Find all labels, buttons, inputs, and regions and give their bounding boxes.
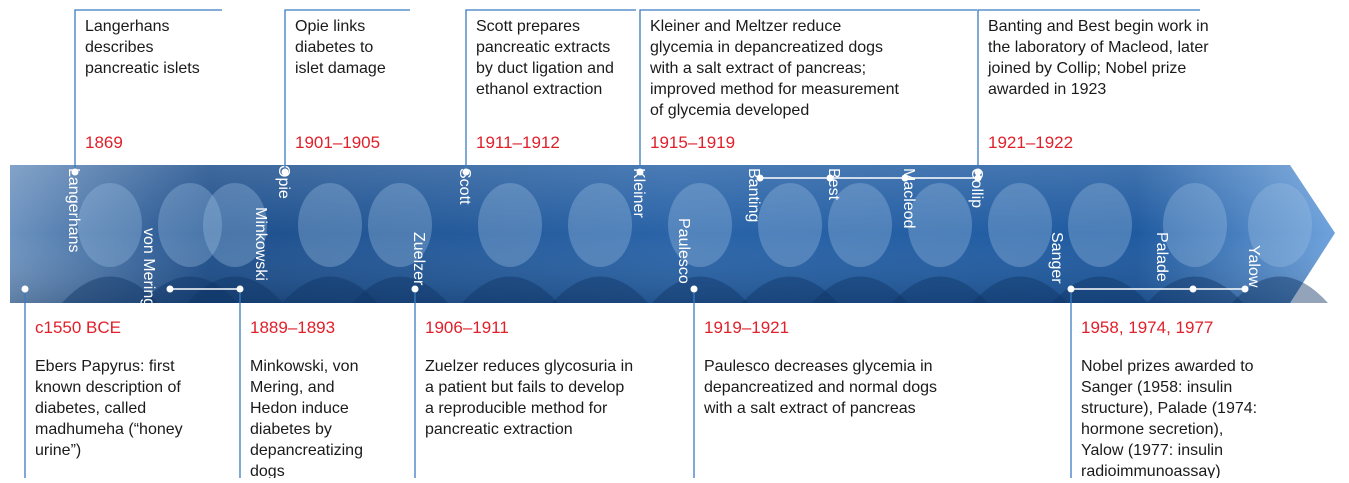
dot — [72, 169, 79, 176]
event-text: awarded in 1923 — [988, 81, 1106, 98]
dot — [691, 286, 698, 293]
event-text: diabetes to — [295, 39, 373, 56]
portrait — [1163, 183, 1227, 267]
event-text: pancreatic extracts — [476, 39, 610, 56]
event-text: a reproducible method for — [425, 400, 608, 417]
dot — [237, 286, 244, 293]
event-year: 1911–1912 — [476, 133, 560, 152]
event-year: 1869 — [85, 133, 123, 152]
event-text: of glycemia developed — [650, 102, 809, 119]
dot — [1190, 286, 1197, 293]
dot — [282, 169, 289, 176]
event-text: pancreatic extraction — [425, 421, 573, 438]
event-text: describes — [85, 39, 153, 56]
dot — [22, 286, 29, 293]
portrait — [758, 183, 822, 267]
dot — [1242, 286, 1249, 293]
name-label: Yalow — [1245, 245, 1262, 288]
event-text: Hedon induce — [250, 400, 349, 417]
event-text: structure), Palade (1974: — [1081, 400, 1257, 417]
event-text: Banting and Best begin work in — [988, 18, 1209, 35]
event-year: 1906–1911 — [425, 318, 509, 337]
name-label: Langerhans — [65, 168, 82, 253]
event-text: diabetes, called — [35, 400, 146, 417]
event-text: Opie links — [295, 18, 365, 35]
dot — [757, 175, 764, 182]
event-text: with a salt extract of pancreas; — [649, 60, 866, 77]
portrait — [568, 183, 632, 267]
event-text: joined by Collip; Nobel prize — [987, 60, 1186, 77]
dot — [827, 175, 834, 182]
dot — [463, 169, 470, 176]
event-text: ethanol extraction — [476, 81, 602, 98]
event-text: Ebers Papyrus: first — [35, 358, 175, 375]
dot — [637, 169, 644, 176]
event-text: Zuelzer reduces glycosuria in — [425, 358, 633, 375]
event-year: 1915–1919 — [650, 133, 735, 152]
dot — [167, 286, 174, 293]
event-text: depancreatized and normal dogs — [704, 379, 937, 396]
event-text: Sanger (1958: insulin — [1081, 379, 1232, 396]
event-year: 1921–1922 — [988, 133, 1073, 152]
event-year: 1901–1905 — [295, 133, 380, 152]
event-year: 1958, 1974, 1977 — [1081, 318, 1213, 337]
event-text: Minkowski, von — [250, 358, 358, 375]
event-text: glycemia in depancreatized dogs — [650, 39, 883, 56]
event-text: with a salt extract of pancreas — [703, 400, 916, 417]
name-label: Paulesco — [675, 218, 692, 284]
event-text: Kleiner and Meltzer reduce — [650, 18, 841, 35]
dot — [975, 175, 982, 182]
portrait — [1068, 183, 1132, 267]
dot — [902, 175, 909, 182]
event-year: 1889–1893 — [250, 318, 335, 337]
event-text: madhumeha (“honey — [35, 421, 183, 438]
event-text: Mering, and — [250, 379, 335, 396]
timeline: Langerhansvon MeringMinkowskiOpieZuelzer… — [0, 0, 1349, 478]
event-text: urine”) — [35, 442, 81, 459]
portrait — [78, 183, 142, 267]
dot — [412, 286, 419, 293]
event-text: by duct ligation and — [476, 60, 614, 77]
name-label: Sanger — [1048, 232, 1065, 284]
event-text: Scott prepares — [476, 18, 580, 35]
event-text: improved method for measurement — [650, 81, 900, 98]
event-text: dogs — [250, 463, 285, 478]
event-year: 1919–1921 — [704, 318, 789, 337]
name-label: Palade — [1153, 232, 1170, 282]
event-text: depancreatizing — [250, 442, 363, 459]
event-text: a patient but fails to develop — [425, 379, 624, 396]
event-text: Nobel prizes awarded to — [1081, 358, 1254, 375]
name-label: von Mering — [140, 228, 157, 307]
event-text: hormone secretion), — [1081, 421, 1223, 438]
portrait — [988, 183, 1052, 267]
event-text: the laboratory of Macleod, later — [988, 39, 1209, 56]
event-text: Paulesco decreases glycemia in — [704, 358, 933, 375]
portrait — [478, 183, 542, 267]
dot — [975, 169, 982, 176]
event-text: pancreatic islets — [85, 60, 200, 77]
name-label: Zuelzer — [410, 232, 427, 286]
event-text: Yalow (1977: insulin — [1081, 442, 1223, 459]
event-text: diabetes by — [250, 421, 332, 438]
event-year: c1550 BCE — [35, 318, 121, 337]
name-label: Kleiner — [630, 168, 647, 218]
name-label: Minkowski — [252, 207, 269, 281]
dot — [1068, 286, 1075, 293]
event-text: known description of — [35, 379, 181, 396]
portrait — [298, 183, 362, 267]
name-label: Best — [825, 168, 842, 201]
event-text: radioimmunoassay) — [1081, 463, 1221, 478]
event-text: Langerhans — [85, 18, 170, 35]
event-text: islet damage — [295, 60, 386, 77]
